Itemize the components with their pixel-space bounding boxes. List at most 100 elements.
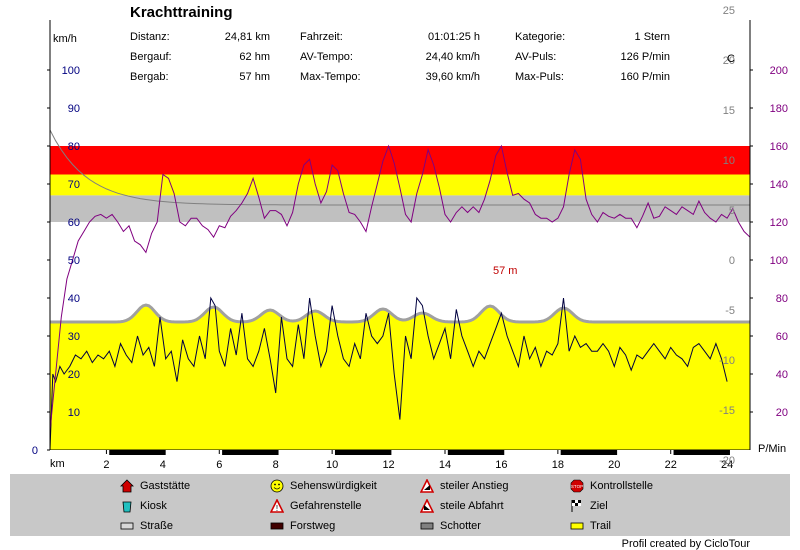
pulse-tick-label: 80	[776, 293, 788, 305]
heart-rate-zones	[50, 146, 750, 222]
legend-item-checkpoint: STOP Kontrollstelle	[570, 479, 653, 493]
legend-item-danger: ! Gefahrenstelle	[270, 499, 362, 513]
legend-item-kiosk: Kiosk	[120, 499, 167, 513]
chart-axes	[49, 20, 751, 456]
pulse-tick-label: 100	[770, 255, 788, 267]
temperature-tick-label: -20	[719, 455, 735, 467]
stat-value-avg-speed: 24,40 km/h	[425, 51, 480, 63]
pulse-tick-label: 180	[770, 103, 788, 115]
x-tick-label: 14	[439, 459, 451, 470]
temperature-series	[49, 129, 750, 206]
speed-tick-label: 70	[68, 179, 80, 191]
speed-tick-label: 0	[32, 445, 38, 457]
surface-segment	[334, 450, 392, 455]
x-tick-label: 20	[608, 459, 620, 470]
stat-label-descent: Bergab:	[130, 71, 169, 83]
trail-swatch	[570, 519, 584, 533]
temperature-tick-label: 5	[729, 205, 735, 217]
pulse-tick-label: 140	[770, 179, 788, 191]
speed-tick-label: 50	[68, 255, 80, 267]
x-tick-label: 4	[160, 459, 166, 470]
speed-tick-label: 60	[68, 217, 80, 229]
climb-icon	[420, 479, 434, 493]
stat-value-ride-time: 01:01:25 h	[428, 31, 480, 43]
stat-value-category: 1 Stern	[634, 31, 670, 43]
stat-label-category: Kategorie:	[515, 31, 566, 43]
stat-label-avg-pulse: AV-Puls:	[515, 51, 557, 63]
stat-label-ride-time: Fahrzeit:	[300, 31, 343, 43]
legend-item-sight: Sehenswürdigkeit	[270, 479, 377, 493]
stat-value-max-speed: 39,60 km/h	[425, 71, 480, 83]
speed-tick-label: 40	[68, 293, 80, 305]
hr-zone-0	[50, 146, 750, 175]
forest-swatch	[270, 519, 284, 533]
temperature-tick-label: 10	[723, 155, 735, 167]
temperature-line	[49, 129, 750, 206]
credit-text: Profil created by CicloTour	[621, 538, 750, 550]
stat-label-distance: Distanz:	[130, 31, 170, 43]
x-tick-label: 22	[665, 459, 677, 470]
temperature-axis-label: C	[727, 53, 735, 65]
pulse-tick-label: 40	[776, 369, 788, 381]
finish-flag-icon	[570, 499, 584, 513]
stat-label-max-pulse: Max-Puls:	[515, 71, 564, 83]
legend-item-climb: steiler Anstieg	[420, 479, 508, 493]
terrain-profile	[50, 305, 750, 450]
distance-axis-label: km	[50, 458, 65, 470]
stat-label-max-speed: Max-Tempo:	[300, 71, 361, 83]
stat-value-max-pulse: 160 P/min	[620, 71, 670, 83]
temperature-tick-label: 0	[729, 255, 735, 267]
descent-icon	[420, 499, 434, 513]
x-tick-label: 18	[552, 459, 564, 470]
x-tick-label: 8	[273, 459, 279, 470]
house-icon	[120, 479, 134, 493]
x-tick-label: 2	[103, 459, 109, 470]
temperature-tick-label: -15	[719, 405, 735, 417]
stat-label-climb: Bergauf:	[130, 51, 172, 63]
stat-value-distance: 24,81 km	[224, 31, 270, 43]
x-tick-label: 12	[382, 459, 394, 470]
cup-icon	[120, 499, 134, 513]
legend-item-finish: Ziel	[570, 499, 608, 513]
stat-value-avg-pulse: 126 P/min	[620, 51, 670, 63]
chart-title: Krachttraining	[130, 4, 233, 21]
stat-value-descent: 57 hm	[239, 71, 270, 83]
speed-axis-label: km/h	[53, 33, 77, 45]
pulse-axis-label: P/Min	[758, 443, 786, 455]
stat-label-avg-speed: AV-Tempo:	[300, 51, 353, 63]
surface-segment	[222, 450, 279, 455]
hr-zone-2	[50, 195, 750, 222]
warning-icon: !	[270, 499, 284, 513]
elevation-annotation: 57 m	[493, 265, 517, 277]
surface-segment	[560, 450, 618, 455]
stop-icon: STOP	[570, 479, 584, 493]
temperature-tick-label: -5	[725, 305, 735, 317]
x-tick-label: 10	[326, 459, 338, 470]
pulse-tick-label: 120	[770, 217, 788, 229]
temperature-tick-label: 20	[723, 55, 735, 67]
legend-item-forest: Forstweg	[270, 519, 335, 533]
legend-item-road: Straße	[120, 519, 173, 533]
speed-tick-label: 80	[68, 141, 80, 153]
speed-tick-label: 100	[62, 65, 80, 77]
speed-tick-label: 30	[68, 331, 80, 343]
surface-segment	[109, 450, 166, 455]
pulse-tick-label: 200	[770, 65, 788, 77]
legend: Gaststätte Kiosk Straße Sehenswürdigkeit…	[10, 474, 790, 536]
x-tick-label: 6	[216, 459, 222, 470]
speed-line	[49, 296, 728, 451]
pulse-tick-label: 160	[770, 141, 788, 153]
speed-tick-label: 20	[68, 369, 80, 381]
legend-item-gravel: Schotter	[420, 519, 481, 533]
x-tick-label: 24	[721, 459, 733, 470]
smiley-icon	[270, 479, 284, 493]
temperature-tick-label: 25	[723, 5, 735, 17]
temperature-tick-label: 15	[723, 105, 735, 117]
x-tick-label: 16	[495, 459, 507, 470]
surface-segment	[447, 450, 505, 455]
gravel-swatch	[420, 519, 434, 533]
pulse-line	[49, 144, 751, 432]
pulse-tick-label: 60	[776, 331, 788, 343]
road-swatch	[120, 519, 134, 533]
svg-text:STOP: STOP	[571, 484, 583, 489]
